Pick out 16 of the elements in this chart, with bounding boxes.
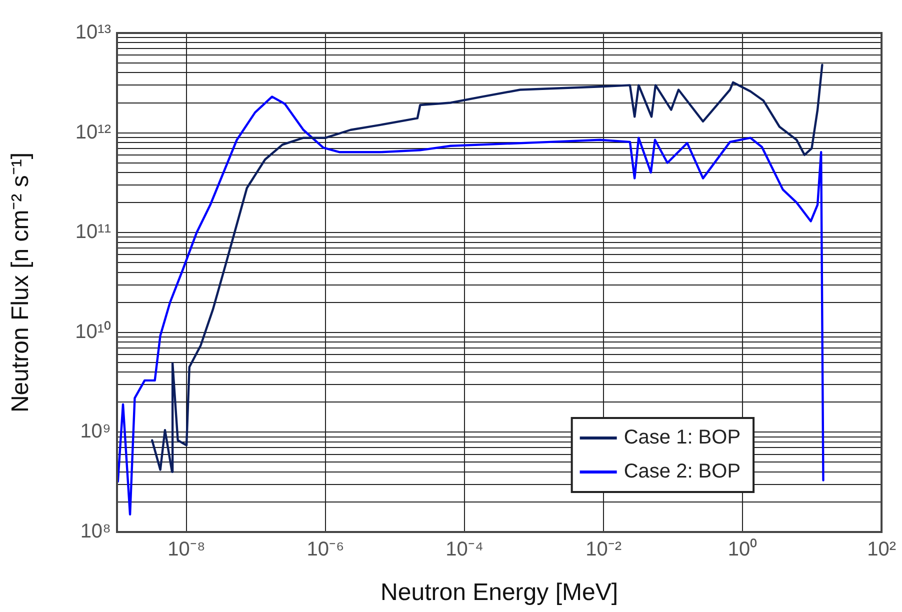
y-tick-label: 10¹² <box>75 121 112 144</box>
y-tick-label: 10¹⁰ <box>75 320 111 343</box>
legend-label: Case 1: BOP <box>624 426 741 449</box>
x-tick-label: 10⁻⁸ <box>168 538 206 561</box>
x-tick-label: 10⁻⁶ <box>306 538 344 561</box>
y-tick-label: 10¹³ <box>75 22 112 44</box>
y-tick-label: 10⁸ <box>80 520 111 543</box>
legend-label: Case 2: BOP <box>624 460 741 483</box>
x-axis-title: Neutron Energy [MeV] <box>380 579 618 606</box>
x-tick-label: 10² <box>867 538 896 561</box>
x-tick-label: 10⁻⁴ <box>446 538 484 561</box>
y-axis-title: Neutron Flux [n cm⁻² s⁻¹] <box>7 152 34 413</box>
y-tick-label: 10⁹ <box>80 420 111 443</box>
y-tick-label: 10¹¹ <box>75 221 112 244</box>
x-tick-label: 10⁻² <box>586 538 622 561</box>
x-tick-label: 10⁰ <box>728 538 758 561</box>
